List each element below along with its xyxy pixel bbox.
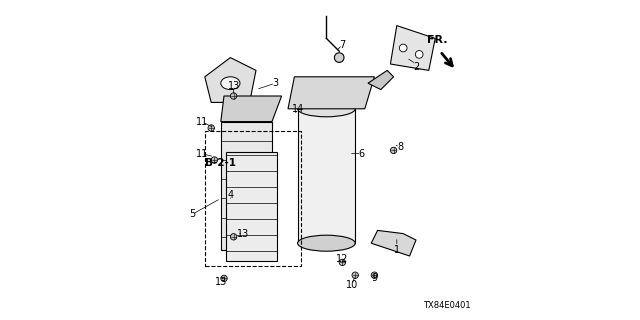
Circle shape (339, 259, 346, 266)
Text: 12: 12 (336, 254, 349, 264)
Polygon shape (371, 230, 416, 256)
Text: 7: 7 (339, 40, 346, 50)
Bar (221, 122, 272, 250)
Circle shape (211, 157, 218, 163)
Text: 13: 13 (227, 81, 240, 92)
Text: 9: 9 (371, 273, 378, 284)
Text: 13: 13 (237, 228, 250, 239)
Polygon shape (221, 96, 282, 122)
Circle shape (221, 275, 227, 282)
Text: 11: 11 (195, 148, 208, 159)
Ellipse shape (298, 235, 355, 251)
Text: 10: 10 (346, 280, 358, 290)
Bar (298, 109, 355, 243)
Polygon shape (390, 26, 435, 70)
Polygon shape (205, 58, 256, 102)
Text: 14: 14 (291, 104, 304, 114)
Ellipse shape (298, 101, 355, 117)
Text: FR.: FR. (426, 35, 447, 45)
Text: 4: 4 (227, 190, 234, 200)
Bar (205, 131, 301, 266)
Text: TX84E0401: TX84E0401 (423, 301, 470, 310)
Text: 11: 11 (195, 116, 208, 127)
Circle shape (208, 125, 214, 131)
Circle shape (415, 51, 423, 58)
Polygon shape (288, 77, 374, 109)
Circle shape (390, 147, 397, 154)
Circle shape (335, 53, 344, 62)
Text: 1: 1 (394, 244, 400, 255)
Circle shape (399, 44, 407, 52)
Text: 5: 5 (189, 209, 195, 220)
Polygon shape (368, 70, 394, 90)
Text: 8: 8 (397, 142, 403, 152)
Ellipse shape (221, 77, 240, 90)
Circle shape (230, 234, 237, 240)
Text: 3: 3 (272, 78, 278, 88)
Circle shape (352, 272, 358, 278)
Text: 2: 2 (413, 62, 419, 72)
Text: 13: 13 (214, 276, 227, 287)
Circle shape (230, 93, 237, 99)
Circle shape (371, 272, 378, 278)
Text: 6: 6 (358, 148, 365, 159)
Bar (226, 152, 277, 261)
Text: B-2-1: B-2-1 (205, 158, 236, 168)
